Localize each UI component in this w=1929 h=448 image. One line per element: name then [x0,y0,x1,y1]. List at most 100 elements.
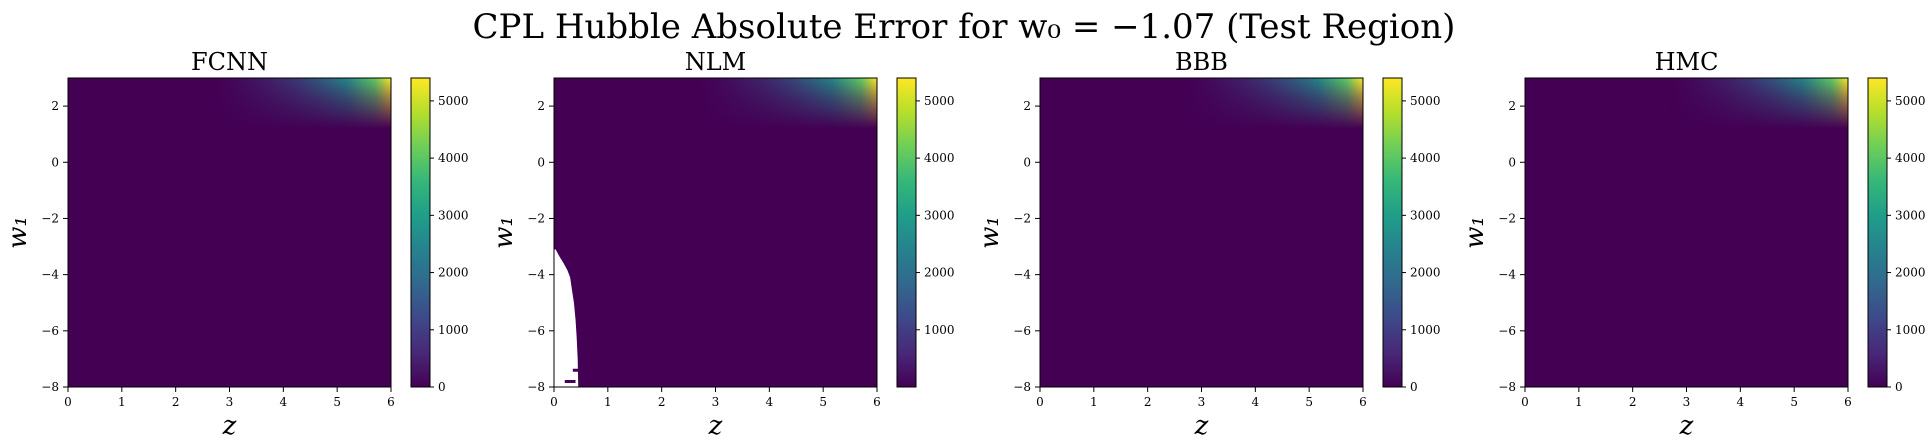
y-tick-label: −8 [41,380,59,394]
colorbar [1867,77,1888,388]
colorbar-tick-label: 4000 [1895,151,1926,165]
x-axis-label: z [708,411,723,441]
heatmap-panel-bbb: BBB 0 1 2 3 4 5 6 −8 −6 −4 −2 0 2 z w₁ 0 1000 2000 3000 4000… [975,48,1441,441]
colorbar-tick-label: 4000 [924,151,955,165]
colorbar-tick-label: 1000 [924,323,955,337]
y-tick-label: −8 [1013,380,1031,394]
colorbar-tick-label: 2000 [1410,266,1441,280]
x-axis-label: z [1679,411,1694,441]
colorbar-tick-label: 1000 [1895,323,1926,337]
x-tick-label: 3 [1683,395,1691,409]
nan-region [554,249,579,387]
x-tick-label: 0 [64,395,72,409]
colorbar-tick-label: 3000 [1895,208,1926,222]
y-tick-label: −2 [1013,211,1031,225]
colorbar-tick-label: 5000 [924,94,955,108]
x-axis-label: z [1194,411,1209,441]
heatmap-field [554,78,877,387]
colorbar-tick-label: 2000 [438,266,469,280]
x-tick-label: 5 [1790,395,1798,409]
colorbar-tick-label: 3000 [438,208,469,222]
heatmap-panel-fcnn: FCNN 0 1 2 3 4 5 6 −8 −6 −4 −2 0 2 z w₁ 0 1000 2000 3000 400… [3,48,469,441]
y-tick-label: −6 [41,324,59,338]
y-tick-label: −4 [41,268,59,282]
heatmap-field [1040,78,1363,387]
x-tick-label: 5 [333,395,341,409]
y-tick-label: −6 [527,324,545,338]
y-tick-label: −8 [1498,380,1516,394]
x-tick-label: 2 [172,395,180,409]
x-tick-label: 0 [550,395,558,409]
x-tick-label: 5 [1305,395,1313,409]
y-tick-label: 2 [1508,99,1516,113]
y-tick-label: −4 [527,268,545,282]
x-tick-label: 1 [604,395,612,409]
x-tick-label: 4 [766,395,774,409]
panel-title: BBB [1175,48,1228,76]
colorbar-tick-label: 4000 [1410,151,1441,165]
x-tick-label: 1 [118,395,126,409]
colorbar-tick-label: 4000 [438,151,469,165]
x-tick-label: 3 [712,395,720,409]
heatmap-panel-nlm: NLM 0 1 2 3 4 5 6 −8 −6 −4 −2 0 2 z w₁ 1000 2000 3000 4000 5… [489,48,955,441]
colorbar-tick-label: 0 [438,380,446,394]
error-hotspot [1040,78,1363,129]
x-tick-label: 6 [1844,395,1852,409]
x-tick-label: 5 [819,395,827,409]
colorbar-tick-label: 5000 [438,94,469,108]
y-axis-label: w₁ [1460,216,1490,249]
y-tick-label: 0 [51,155,59,169]
panel-title: HMC [1655,48,1719,76]
y-tick-label: 0 [1023,155,1031,169]
y-tick-label: −2 [1498,211,1516,225]
nan-region-fleck [572,368,579,372]
x-tick-label: 1 [1090,395,1098,409]
x-tick-label: 6 [1359,395,1367,409]
x-tick-label: 2 [1629,395,1637,409]
panel-title: FCNN [191,48,268,76]
y-tick-label: −6 [1498,324,1516,338]
x-tick-label: 6 [873,395,881,409]
colorbar-tick-label: 2000 [1895,266,1926,280]
x-tick-label: 3 [226,395,234,409]
y-tick-label: 2 [1023,99,1031,113]
y-tick-label: −2 [527,211,545,225]
y-tick-label: −2 [41,211,59,225]
x-tick-label: 2 [1144,395,1152,409]
y-tick-label: −8 [527,380,545,394]
y-axis-label: w₁ [3,216,33,249]
heatmap-panel-hmc: HMC 0 1 2 3 4 5 6 −8 −6 −4 −2 0 2 z w₁ 0 1000 2000 3000 4000… [1460,48,1926,441]
y-axis-label: w₁ [975,216,1005,249]
heatmap-field [68,78,391,387]
x-tick-label: 3 [1198,395,1206,409]
colorbar-tick-label: 0 [1410,380,1418,394]
colorbar [410,77,431,388]
colorbar [896,77,917,388]
nan-region-fleck [564,379,576,383]
y-tick-label: −4 [1498,268,1516,282]
y-axis-label: w₁ [489,216,519,249]
colorbar-tick-label: 3000 [924,208,955,222]
y-tick-label: 0 [1508,155,1516,169]
colorbar-tick-label: 3000 [1410,208,1441,222]
colorbar-tick-label: 5000 [1410,94,1441,108]
error-hotspot [554,78,877,129]
colorbar-tick-label: 5000 [1895,94,1926,108]
x-tick-label: 0 [1036,395,1044,409]
colorbar-tick-label: 2000 [924,266,955,280]
error-hotspot [1525,78,1848,129]
y-tick-label: 2 [537,99,545,113]
x-tick-label: 0 [1521,395,1529,409]
figure-title: CPL Hubble Absolute Error for w₀ = −1.07… [473,7,1456,47]
y-tick-label: −6 [1013,324,1031,338]
x-axis-label: z [222,411,237,441]
x-tick-label: 4 [1252,395,1260,409]
y-tick-label: 2 [51,99,59,113]
panel-title: NLM [685,48,747,76]
error-hotspot [68,78,391,129]
colorbar-tick-label: 1000 [438,323,469,337]
x-tick-label: 6 [387,395,395,409]
colorbar-tick-label: 1000 [1410,323,1441,337]
x-tick-label: 1 [1575,395,1583,409]
